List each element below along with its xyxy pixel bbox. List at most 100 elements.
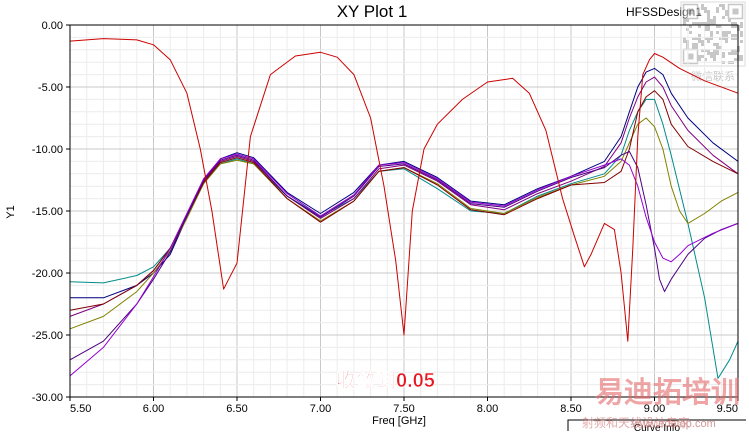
series-line-8[interactable]	[69, 153, 739, 377]
qr-cell	[734, 58, 737, 61]
qr-cell	[710, 52, 713, 55]
qr-cell	[725, 34, 728, 37]
qr-cell	[722, 7, 725, 10]
qr-cell	[713, 52, 716, 55]
qr-cell	[695, 46, 698, 49]
qr-cell	[716, 49, 719, 52]
qr-finder	[727, 3, 744, 20]
x-tick-label: 6.00	[143, 403, 164, 415]
qr-cell	[740, 22, 743, 25]
qr-cell	[725, 37, 728, 40]
qr-cell	[701, 49, 704, 52]
qr-cell	[710, 37, 713, 40]
qr-cell	[716, 52, 719, 55]
qr-cell	[725, 13, 728, 16]
qr-cell	[731, 37, 734, 40]
qr-cell	[716, 10, 719, 13]
qr-cell	[704, 25, 707, 28]
curve-info-legend[interactable]: Curve Info	[567, 419, 746, 434]
y-tick-label: -25.00	[32, 330, 63, 342]
qr-cell	[719, 25, 722, 28]
qr-cell	[710, 31, 713, 34]
qr-cell	[740, 31, 743, 34]
qr-cell	[698, 55, 701, 58]
qr-cell	[725, 31, 728, 34]
chart-title: XY Plot 1	[337, 2, 408, 21]
y-tick-label: 0.00	[42, 20, 63, 32]
qr-cell	[707, 13, 710, 16]
qr-cell	[701, 55, 704, 58]
qr-cell	[704, 22, 707, 25]
qr-cell	[692, 22, 695, 25]
qr-cell	[707, 22, 710, 25]
qr-cell	[740, 55, 743, 58]
qr-cell	[731, 52, 734, 55]
site-watermark-text: www.edatop.com	[631, 418, 716, 430]
y-tick-label: -5.00	[38, 82, 63, 94]
y-tick-label: -30.00	[32, 392, 63, 404]
qr-cell	[710, 55, 713, 58]
qr-caption-text: 微信联系	[691, 69, 735, 83]
qr-cell	[701, 7, 704, 10]
qr-cell	[713, 55, 716, 58]
series-line-1[interactable]	[69, 38, 739, 342]
qr-cell	[707, 28, 710, 31]
qr-cell	[725, 10, 728, 13]
qr-cell	[710, 22, 713, 25]
qr-cell	[722, 4, 725, 7]
brand-watermark-text: 易迪拓培训	[595, 375, 740, 409]
qr-cell	[701, 4, 704, 7]
x-tick-label: 6.50	[226, 403, 247, 415]
series-line-5[interactable]	[69, 117, 739, 330]
qr-cell	[707, 10, 710, 13]
qr-cell	[692, 43, 695, 46]
qr-cell	[722, 34, 725, 37]
qr-cell	[734, 34, 737, 37]
x-tick-label: 8.50	[560, 403, 581, 415]
qr-cell	[731, 22, 734, 25]
qr-cell	[683, 40, 686, 43]
qr-cell	[740, 58, 743, 61]
qr-cell	[722, 31, 725, 34]
qr-cell	[734, 22, 737, 25]
qr-cell	[710, 19, 713, 22]
qr-cell	[689, 31, 692, 34]
qr-cell	[692, 37, 695, 40]
y-axis-label: Y1	[5, 205, 17, 218]
qr-cell	[734, 52, 737, 55]
qr-cell	[713, 58, 716, 61]
plot-grid	[69, 24, 739, 398]
qr-cell	[683, 37, 686, 40]
qr-cell	[701, 22, 704, 25]
qr-cell	[704, 37, 707, 40]
axis-ticks: 5.50 6.00 6.50 7.00 7.50 8.00 8.50 9.00 9.50 0.00…	[32, 20, 739, 415]
qr-cell	[692, 46, 695, 49]
qr-cell	[698, 22, 701, 25]
qr-finder-core	[687, 8, 694, 15]
qr-cell	[707, 37, 710, 40]
qr-finder-core	[732, 8, 739, 15]
x-tick-label: 9.00	[644, 403, 665, 415]
x-tick-label: 5.50	[70, 403, 91, 415]
y-tick-label: -20.00	[32, 268, 63, 280]
qr-cell	[686, 19, 689, 22]
x-tick-label: 7.50	[393, 403, 414, 415]
qr-cell	[713, 22, 716, 25]
qr-cell	[716, 25, 719, 28]
qr-cell	[740, 25, 743, 28]
qr-cell	[695, 37, 698, 40]
qr-cell	[698, 25, 701, 28]
qr-cell	[734, 25, 737, 28]
series-line-7[interactable]	[69, 151, 739, 361]
qr-cell	[683, 22, 686, 25]
qr-cell	[740, 34, 743, 37]
qr-finder	[682, 3, 699, 20]
qr-cell	[707, 19, 710, 22]
qr-cell	[716, 31, 719, 34]
qr-cell	[707, 52, 710, 55]
qr-cell	[701, 43, 704, 46]
qr-cell	[698, 58, 701, 61]
series-line-4[interactable]	[69, 76, 739, 317]
qr-cell	[716, 46, 719, 49]
